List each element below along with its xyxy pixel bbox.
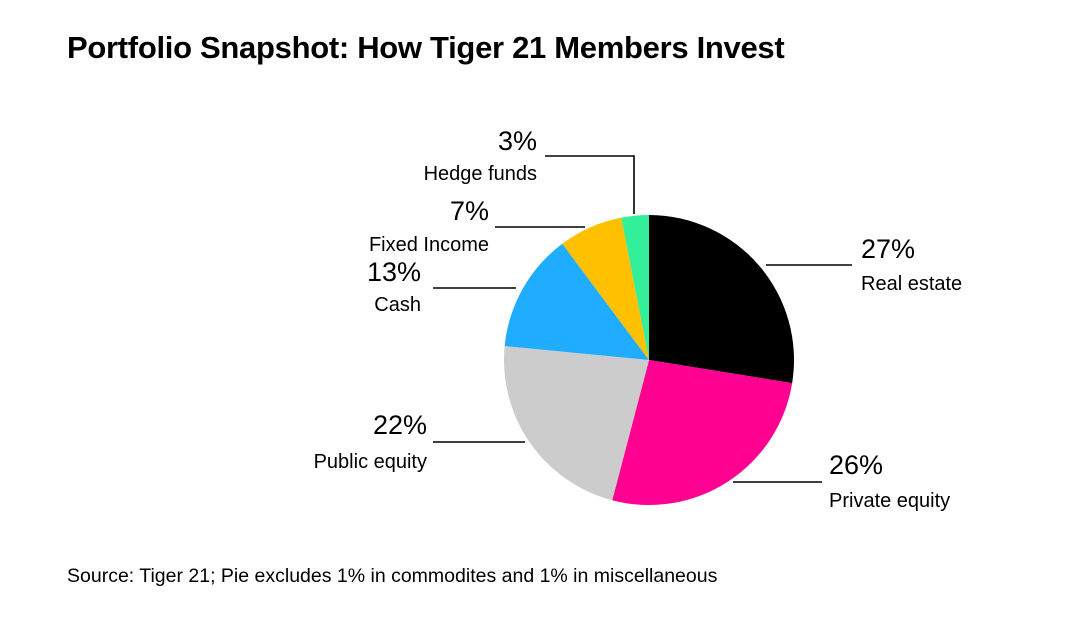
slice-value-label: 22%	[373, 410, 427, 440]
pie-slice-private-equity	[612, 360, 793, 506]
source-note: Source: Tiger 21; Pie excludes 1% in com…	[67, 565, 718, 587]
slice-category-label: Fixed Income	[369, 234, 489, 256]
pie-slice-fixed-income	[562, 217, 649, 360]
pie-slices	[504, 214, 794, 506]
pie-slice-public-equity	[504, 346, 649, 501]
pie-slice-hedge-funds	[621, 214, 649, 360]
slice-labels: 27% Real estate 26% Private equity 22% Public…	[314, 126, 963, 512]
slice-value-label: 27%	[861, 234, 915, 264]
pie-slice-real-estate	[649, 215, 794, 384]
slice-value-label: 7%	[450, 196, 489, 226]
slice-category-label: Public equity	[314, 451, 427, 473]
leader-lines	[433, 155, 852, 483]
slice-category-label: Private equity	[829, 490, 950, 512]
leader-line	[545, 155, 635, 214]
slice-category-label: Real estate	[861, 273, 962, 295]
chart-title: Portfolio Snapshot: How Tiger 21 Members…	[67, 30, 785, 65]
slice-value-label: 26%	[829, 450, 883, 480]
slice-category-label: Hedge funds	[424, 163, 537, 185]
slice-value-label: 3%	[498, 126, 537, 156]
pie-slice-cash	[504, 243, 649, 360]
slice-category-label: Cash	[374, 294, 421, 316]
slice-value-label: 13%	[367, 257, 421, 287]
